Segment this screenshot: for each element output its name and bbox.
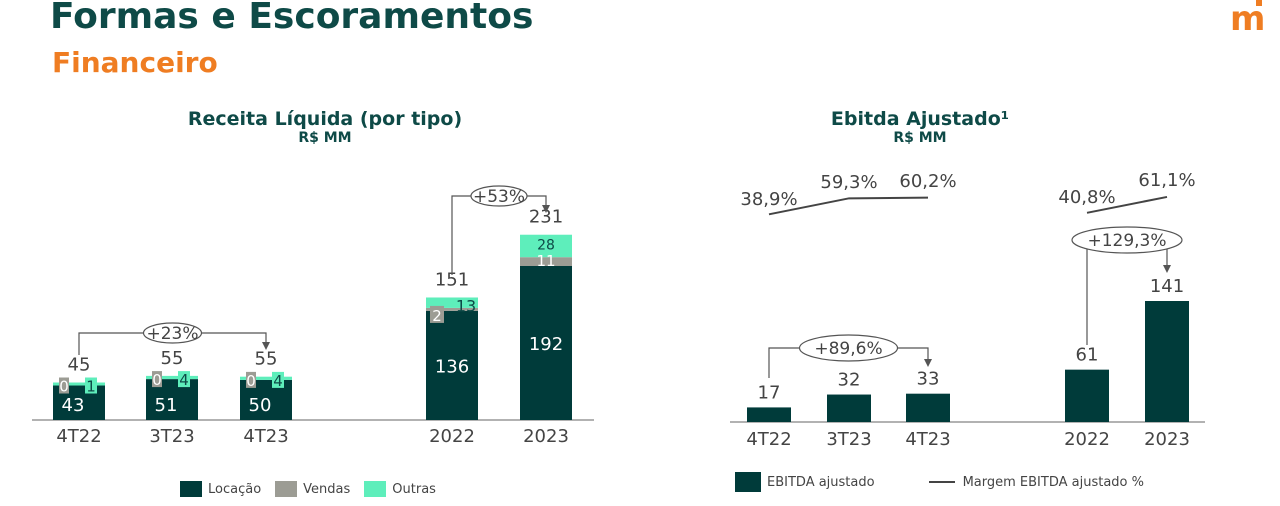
ebitda-legend: EBITDA ajustado Margem EBITDA ajustado %	[735, 472, 1144, 492]
page-subtitle: Financeiro	[52, 46, 218, 79]
total-label-2023: 231	[529, 207, 563, 228]
bar-segment-locao-2022	[426, 310, 478, 420]
data-label-outras-4t22: 1	[86, 378, 96, 396]
revenue-growth-quarter-bubble	[142, 322, 203, 344]
legend-label-outras: Outras	[392, 481, 436, 497]
ebitda-growth-year-label: +129,3%	[1087, 231, 1166, 251]
margin-label-2022: 40,8%	[1058, 187, 1115, 208]
margin-line-quarters	[768, 196, 929, 216]
data-label-locacao-4t22: 43	[62, 395, 85, 416]
margin-label-4t23: 60,2%	[899, 171, 956, 192]
company-logo: m	[1230, 0, 1265, 36]
ebitda-value-3t23: 32	[838, 370, 861, 391]
legend-label-ebitda: EBITDA ajustado	[767, 474, 875, 490]
data-label-vendas-2022: 2	[432, 307, 442, 325]
ebitda-growth-year-bubble	[1071, 226, 1183, 254]
value-box-outras-4t23	[272, 371, 284, 388]
revenue-growth-quarter-arrowhead	[262, 342, 270, 350]
revenue-growth-year-label: +53%	[473, 187, 525, 207]
bar-segment-outras-4t23	[240, 376, 292, 380]
margin-label-3t23: 59,3%	[820, 172, 877, 193]
legend-swatch-ebitda	[735, 472, 761, 492]
ebitda-value-4t23: 33	[917, 369, 940, 390]
bar-segment-outras-3t23	[146, 375, 198, 380]
value-box-vendas-4t22	[59, 377, 69, 394]
x-tick-label-4t22: 4T22	[56, 426, 101, 447]
data-label-locacao-4t23: 50	[249, 395, 272, 416]
ebitda-bar-2023	[1145, 301, 1189, 422]
bar-segment-vendas-2022	[426, 307, 478, 311]
data-label-vendas-4t23: 0	[246, 372, 256, 390]
revenue-chart-title: Receita Líquida (por tipo)	[187, 108, 463, 130]
revenue-growth-quarter-label: +23%	[146, 324, 198, 344]
bar-segment-outras-2023	[520, 234, 572, 258]
ebitda-bar-3t23	[827, 394, 871, 422]
total-label-3t23: 55	[161, 348, 184, 369]
legend-label-locacao: Locação	[208, 481, 262, 497]
margin-line-years	[1086, 195, 1168, 214]
bar-segment-outras-2022	[426, 297, 478, 308]
x-tick-label-3t23: 3T23	[149, 426, 194, 447]
ebitda-bar-4t23	[906, 393, 950, 422]
x-tick-label-2023: 2023	[523, 426, 569, 447]
value-box-vendas-2022	[430, 305, 444, 323]
revenue-growth-year-arrowhead	[542, 205, 550, 213]
value-box-outras-4t22	[85, 377, 97, 394]
ebitda-x-tick-4t23: 4T23	[905, 429, 950, 450]
ebitda-x-tick-2022: 2022	[1064, 429, 1110, 450]
ebitda-chart-unit: R$ MM	[893, 130, 947, 146]
data-label-locacao-2022: 136	[435, 356, 469, 377]
data-label-vendas-3t23: 0	[152, 371, 162, 389]
ebitda-value-2022: 61	[1076, 345, 1099, 366]
legend-line-margin	[928, 481, 955, 483]
data-label-outras-3t23: 4	[179, 371, 189, 389]
ebitda-growth-quarter-arrowhead	[924, 359, 932, 367]
bar-segment-vendas-2023	[520, 257, 572, 266]
bar-segment-locao-2023	[520, 266, 572, 420]
total-label-2022: 151	[435, 269, 469, 290]
data-label-vendas-2023: 11	[536, 252, 555, 270]
legend-label-margin: Margem EBITDA ajustado %	[962, 474, 1144, 490]
page-title: Formas e Escoramentos	[50, 0, 534, 37]
legend-swatch-vendas	[275, 481, 298, 497]
data-label-outras-2023: 28	[537, 238, 555, 254]
value-box-vendas-4t23	[246, 371, 256, 388]
legend-swatch-outras	[364, 481, 387, 497]
ebitda-x-tick-3t23: 3T23	[826, 429, 871, 450]
revenue-chart-title-block: Receita Líquida (por tipo) R$ MM	[175, 108, 475, 146]
ebitda-growth-year-arrowhead	[1163, 265, 1171, 273]
ebitda-chart-title-block: Ebitda Ajustado¹ R$ MM	[790, 108, 1050, 146]
data-label-vendas-4t22: 0	[59, 378, 69, 396]
legend-swatch-locacao	[180, 481, 202, 497]
ebitda-growth-quarter-bubble	[798, 334, 899, 362]
data-label-locacao-2023: 192	[529, 334, 563, 355]
revenue-legend: Locação Vendas Outras	[180, 481, 436, 497]
value-box-vendas-3t23	[152, 371, 162, 388]
ebitda-bar-2022	[1065, 369, 1109, 422]
legend-label-vendas: Vendas	[303, 481, 351, 497]
revenue-chart-unit: R$ MM	[298, 130, 352, 146]
ebitda-value-2023: 141	[1150, 276, 1184, 297]
margin-label-2023: 61,1%	[1138, 170, 1195, 191]
x-tick-label-4t23: 4T23	[243, 426, 288, 447]
ebitda-chart-title: Ebitda Ajustado¹	[830, 108, 1010, 130]
total-label-4t23: 55	[255, 349, 278, 370]
data-label-outras-4t23: 4	[273, 372, 283, 390]
ebitda-value-4t22: 17	[758, 382, 781, 403]
total-label-4t22: 45	[68, 355, 91, 376]
bar-segment-outras-4t22	[53, 382, 105, 386]
x-tick-label-2022: 2022	[429, 426, 475, 447]
ebitda-x-tick-2023: 2023	[1144, 429, 1190, 450]
value-box-outras-3t23	[178, 371, 190, 388]
ebitda-growth-quarter-label: +89,6%	[814, 339, 882, 359]
data-label-outras-2022: 13	[456, 296, 476, 315]
ebitda-bar-4t22	[747, 407, 791, 422]
ebitda-x-tick-4t22: 4T22	[746, 429, 791, 450]
data-label-locacao-3t23: 51	[155, 395, 178, 416]
margin-label-4t22: 38,9%	[740, 189, 797, 210]
revenue-growth-year-bubble	[470, 185, 528, 207]
